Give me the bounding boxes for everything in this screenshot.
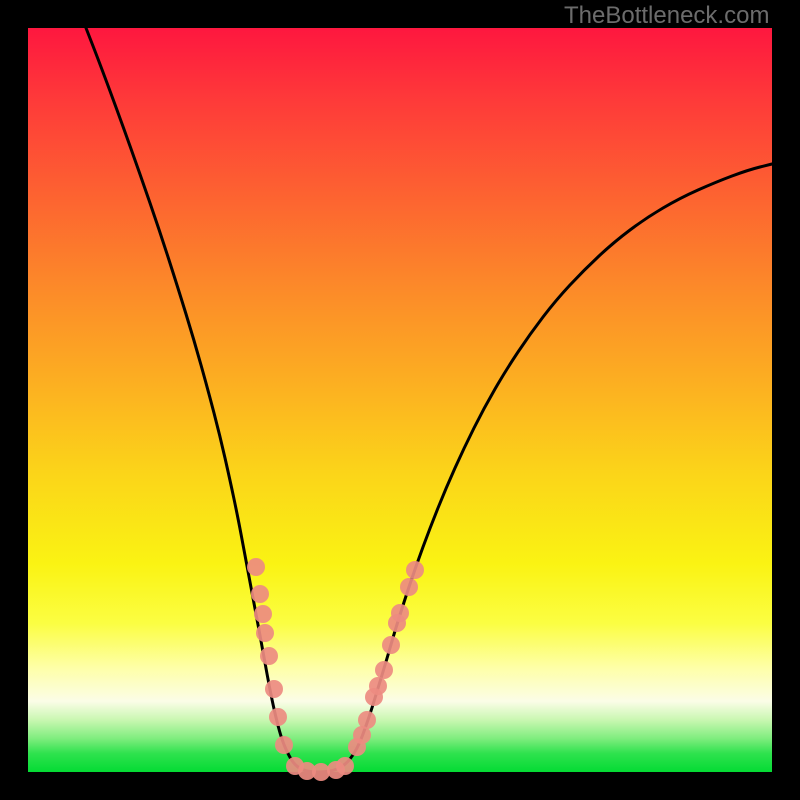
source-watermark: TheBottleneck.com [564,2,769,30]
plot-gradient-background [28,28,772,772]
